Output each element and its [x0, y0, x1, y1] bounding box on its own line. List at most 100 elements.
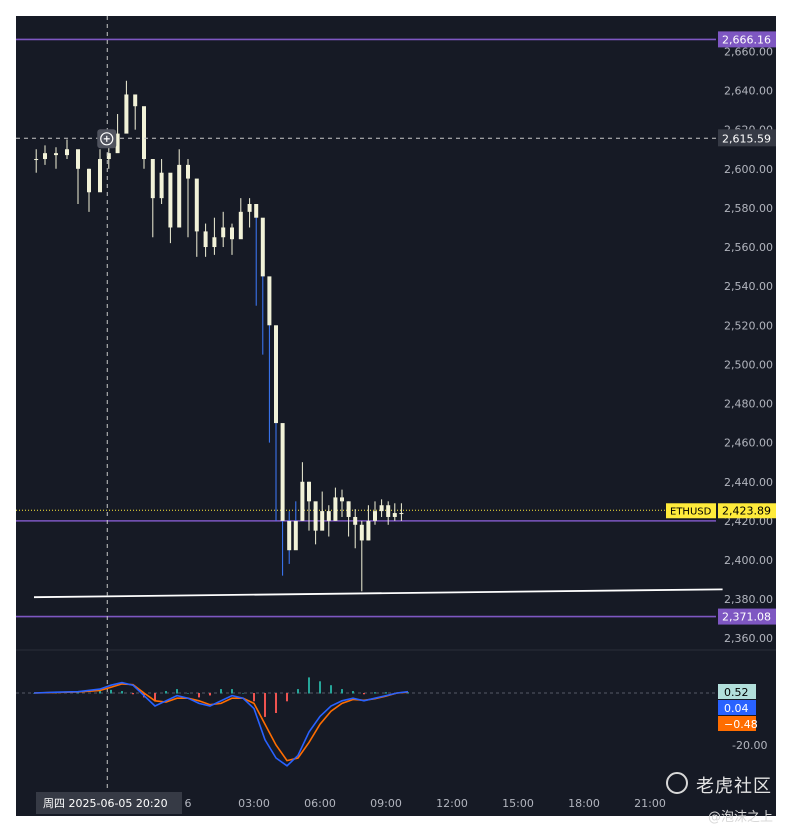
price-tick-label: 2,400.00 — [724, 554, 773, 567]
candle-body — [34, 159, 39, 161]
candle-body — [142, 106, 146, 160]
macd-histogram-bar — [297, 689, 299, 694]
price-tick-label: 2,500.00 — [724, 358, 773, 371]
macd-histogram-bar — [330, 685, 332, 694]
candle-body — [177, 164, 182, 228]
price-tick-label: 2,460.00 — [724, 437, 773, 450]
price-tick-label: 2,520.00 — [724, 319, 773, 332]
macd-histogram-bar — [132, 693, 134, 695]
candle-body — [373, 511, 377, 521]
macd-histogram-bar — [253, 693, 255, 702]
candle-body — [247, 204, 252, 212]
candle-body — [106, 153, 111, 160]
symbol-label: ETHUSD — [670, 506, 712, 517]
candle-body — [333, 497, 338, 521]
plot-background — [16, 16, 776, 790]
macd-histogram-bar — [352, 691, 354, 694]
lower-level-line-label: 2,371.08 — [722, 611, 771, 624]
candle-body — [254, 204, 259, 218]
candle-body — [133, 94, 138, 107]
candle-body — [280, 423, 285, 521]
candle-body — [320, 511, 325, 531]
crosshair-price-tag — [718, 129, 776, 147]
macd-histogram-bar — [242, 693, 244, 694]
macd-histogram-bar — [319, 681, 321, 694]
candle-body — [150, 159, 155, 199]
macd-histogram-bar — [275, 693, 277, 713]
macd-histogram-bar — [374, 692, 376, 694]
symbol-tag — [666, 503, 716, 519]
macd-value-label: 0.04 — [724, 702, 749, 715]
macd-histogram-bar — [176, 689, 178, 694]
candle-body — [379, 505, 384, 512]
crosshair-time-tag — [36, 792, 182, 814]
candle-body — [65, 149, 69, 156]
candle-body — [43, 153, 47, 160]
macd-histogram-bar — [220, 689, 222, 694]
candle-body — [203, 231, 208, 248]
candle-body — [386, 505, 391, 517]
price-tick-label: 2,660.00 — [724, 45, 773, 58]
upper-level-line-tag — [718, 31, 776, 48]
time-tick-label: 09:00 — [370, 797, 402, 810]
macd-value-tag — [718, 684, 756, 699]
macd-histogram-bar — [99, 691, 101, 694]
candle-body — [326, 511, 331, 521]
macd-histogram-bar — [77, 692, 79, 694]
candle-body — [392, 513, 397, 517]
candle-body — [300, 481, 305, 521]
time-tick-label: 6 — [185, 797, 192, 810]
candle-body — [212, 237, 217, 248]
candle-body — [293, 520, 298, 551]
candle-body — [115, 133, 120, 154]
last-price-tag — [718, 503, 776, 519]
macd-value-tag — [718, 700, 756, 715]
candle-body — [221, 227, 226, 238]
price-tick-label: 2,580.00 — [724, 202, 773, 215]
price-tick-label: 2,380.00 — [724, 593, 773, 606]
upper-level-line-label: 2,666.16 — [722, 33, 771, 46]
macd-tick-label: -20.00 — [732, 739, 767, 752]
candle-body — [194, 178, 199, 232]
tiger-logo-icon — [666, 772, 688, 794]
candle-body — [267, 276, 272, 326]
candle-body — [230, 227, 234, 240]
crosshair-time-label: 周四 2025-06-05 20:20 — [43, 797, 168, 810]
lower-level-line-tag — [718, 608, 776, 625]
macd-histogram-bar — [308, 677, 310, 694]
candle-body — [353, 516, 358, 525]
macd-histogram-bar — [209, 693, 211, 696]
candle-body — [340, 497, 344, 502]
macd-value-label: −0.48 — [724, 718, 758, 731]
macd-histogram-bar — [110, 689, 112, 694]
candle-body — [124, 94, 129, 134]
candle-body — [287, 520, 292, 551]
support-trendline — [33, 588, 723, 599]
candle-body — [98, 159, 102, 193]
macd-histogram-bar — [231, 689, 233, 694]
candle-body — [238, 211, 243, 240]
candle-body — [54, 153, 58, 156]
macd-histogram-bar — [154, 693, 156, 702]
candle-body — [307, 481, 311, 502]
last-price-label: 2,423.89 — [722, 504, 771, 517]
candle-body — [260, 217, 265, 277]
macd-histogram-bar — [198, 693, 200, 698]
candle-body — [159, 172, 164, 199]
price-tick-label: 2,540.00 — [724, 280, 773, 293]
candle-body — [399, 513, 404, 515]
time-tick-label: 18:00 — [568, 797, 600, 810]
watermark-user: @泡沫之上 — [708, 810, 774, 825]
time-tick-label: 03:00 — [238, 797, 270, 810]
macd-histogram-bar — [385, 692, 387, 694]
candle-body — [313, 501, 318, 531]
macd-histogram-bar — [121, 691, 123, 694]
price-tick-label: 2,440.00 — [724, 476, 773, 489]
plus-circle-icon — [100, 132, 114, 146]
candle-body — [346, 501, 351, 517]
price-tick-label: 2,360.00 — [724, 632, 773, 645]
candle-body — [87, 168, 91, 193]
candle-body — [186, 164, 190, 179]
